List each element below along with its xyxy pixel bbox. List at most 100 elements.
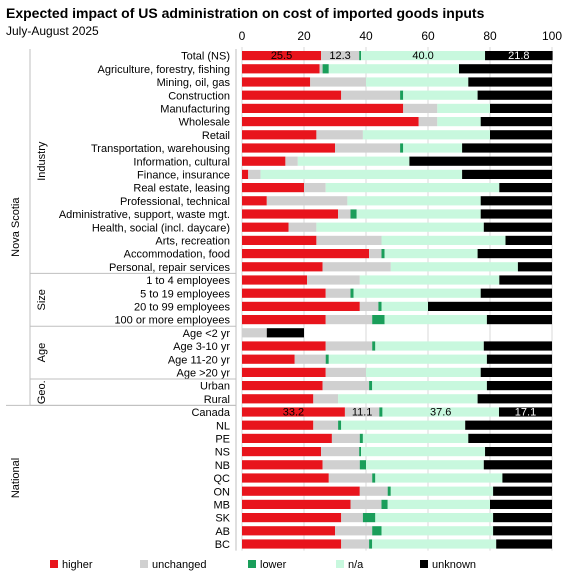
category-label: Personal, repair services [109, 262, 231, 274]
legend-label: lower [260, 559, 287, 571]
bar-segment-unchanged [321, 51, 360, 61]
category-label: SK [215, 513, 230, 525]
category-label: 1 to 4 employees [146, 275, 230, 287]
bar-segment-na [353, 288, 481, 298]
subgroup-label: Industry [36, 141, 48, 181]
bar-segment-unchanged [321, 447, 360, 457]
bar-segment-na [362, 130, 490, 140]
bar-segment-unknown [477, 249, 552, 259]
bar-segment-higher [242, 196, 267, 206]
bar-segment-unknown [498, 407, 552, 417]
category-label: Arts, recreation [155, 236, 230, 248]
data-label: 21.8 [508, 50, 529, 62]
legend-swatch [140, 560, 148, 568]
bar-segment-unknown [486, 354, 552, 364]
bar-segment-unknown [480, 288, 552, 298]
bar-segment-lower [350, 288, 354, 298]
bar-segment-na [341, 420, 466, 430]
bar-segment-na [384, 315, 487, 325]
category-label: Wholesale [179, 117, 230, 129]
bar-segment-higher [242, 262, 323, 272]
bar-segment-unknown [490, 130, 552, 140]
bar-segment-na [362, 433, 469, 443]
legend-swatch [420, 560, 428, 568]
bar-segment-na [372, 539, 497, 549]
bar-segment-na [361, 447, 486, 457]
chart-subtitle: July-August 2025 [6, 24, 99, 38]
category-label: Health, social (incl. daycare) [92, 222, 230, 234]
bar-segment-na [381, 526, 494, 536]
bar-segment-unknown [493, 486, 552, 496]
bar-segment-unchanged [341, 539, 370, 549]
legend-label: n/a [348, 559, 364, 571]
bar-segment-unknown [485, 51, 553, 61]
bar-segment-unknown [428, 301, 552, 311]
bar-segment-higher [242, 460, 323, 470]
bar-segment-higher [242, 341, 326, 351]
bar-segment-unchanged [331, 433, 360, 443]
x-tick-label: 20 [297, 29, 311, 43]
bar-segment-higher [242, 103, 404, 113]
bar-segment-higher [242, 394, 314, 404]
bar-segment-unchanged [294, 354, 326, 364]
bar-segment-na [372, 381, 487, 391]
x-tick-label: 80 [483, 29, 497, 43]
bar-segment-na [390, 486, 494, 496]
bar-segment-unchanged [304, 183, 326, 193]
category-label: 5 to 19 employees [140, 288, 230, 300]
bar-segment-higher [242, 209, 339, 219]
bar-segment-unchanged [359, 301, 379, 311]
bar-segment-lower [372, 526, 382, 536]
bar-segment-higher [242, 156, 286, 166]
bar-segment-lower [372, 473, 376, 483]
bar-segment-unknown [493, 513, 552, 523]
bar-segment-unchanged [328, 473, 373, 483]
category-label: 20 to 99 employees [134, 302, 231, 314]
data-label: 37.6 [430, 407, 451, 419]
bar-segment-higher [242, 130, 317, 140]
bar-segment-higher [242, 473, 329, 483]
bar-segment-higher [242, 354, 295, 364]
bar-segment-lower [379, 407, 383, 417]
category-label: Administrative, support, waste mgt. [59, 209, 230, 221]
bar-segment-unchanged [242, 328, 267, 338]
subgroup-label: Size [36, 289, 48, 310]
category-label: Age <2 yr [183, 328, 231, 340]
category-label: Construction [168, 90, 230, 102]
category-label: Information, cultural [133, 156, 230, 168]
legend-label: higher [62, 559, 93, 571]
bar-segment-unchanged [310, 77, 366, 87]
bar-segment-na [403, 143, 463, 153]
bar-segment-lower [400, 143, 404, 153]
category-label: Professional, technical [120, 196, 230, 208]
bar-segment-na [381, 235, 506, 245]
bar-segment-na [375, 513, 494, 523]
bar-segment-unknown [499, 183, 552, 193]
bar-segment-na [316, 222, 484, 232]
data-label: 11.1 [352, 407, 373, 419]
bar-segment-lower [338, 420, 342, 430]
bar-segment-na [387, 499, 490, 509]
bar-segment-lower [359, 460, 366, 470]
bar-segment-lower [372, 315, 385, 325]
bar-segment-unchanged [335, 143, 401, 153]
bar-segment-unknown [483, 460, 552, 470]
bar-segment-unchanged [313, 394, 339, 404]
category-label: MB [214, 500, 231, 512]
bar-segment-higher [242, 381, 323, 391]
category-label: QC [214, 473, 231, 485]
bar-segment-higher [242, 526, 335, 536]
bar-segment-higher [242, 513, 342, 523]
bar-segment-unchanged [316, 130, 363, 140]
bar-segment-na [403, 90, 478, 100]
bar-segment-unchanged [322, 381, 370, 391]
bar-segment-unchanged [359, 486, 388, 496]
bar-segment-unknown [496, 539, 552, 549]
bar-segment-higher [242, 407, 345, 417]
bar-segment-unchanged [316, 235, 382, 245]
bar-segment-higher [242, 447, 322, 457]
x-tick-label: 100 [542, 29, 562, 43]
category-label: Total (NS) [181, 51, 230, 63]
category-label: Retail [202, 130, 230, 142]
